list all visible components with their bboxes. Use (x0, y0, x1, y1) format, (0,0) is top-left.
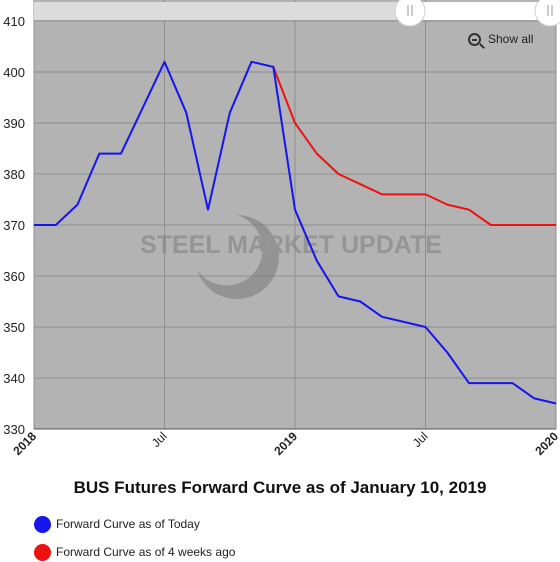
scrollbar-track (34, 2, 410, 20)
scrollbar-handle-circle (394, 0, 426, 27)
legend-label: Forward Curve as of 4 weeks ago (56, 545, 236, 559)
chart-title: BUS Futures Forward Curve as of January … (73, 478, 487, 497)
watermark-swoosh-icon (197, 215, 279, 299)
series-line-4-weeks-ago (272, 66, 556, 226)
grid-lines (33, 0, 557, 430)
series-lines (34, 60, 557, 405)
watermark: STEEL MARKET UPDATE (140, 215, 442, 299)
x-tick-label: Jul (410, 429, 431, 450)
y-tick-label: 330 (3, 422, 25, 437)
legend-label: Forward Curve as of Today (56, 517, 200, 531)
legend-dot-icon (34, 543, 51, 561)
y-tick-label: 340 (3, 371, 25, 386)
y-tick-label: 400 (3, 65, 25, 80)
zoom-out-icon (468, 32, 481, 46)
y-axis: 330 340 350 360 370 380 390 400 410 (3, 14, 25, 437)
scrollbar-selected-range (410, 2, 550, 20)
x-tick-label: 2019 (271, 429, 300, 458)
series-line-today (34, 60, 557, 405)
x-axis: 2018 Jul 2019 Jul 2020 (10, 428, 560, 458)
y-tick-label: 350 (3, 320, 25, 335)
y-tick-label: 360 (3, 269, 25, 284)
legend-dot-icon (34, 515, 51, 533)
y-tick-label: 390 (3, 116, 25, 131)
y-tick-label: 410 (3, 14, 25, 29)
legend-item-4-weeks-ago[interactable]: Forward Curve as of 4 weeks ago (34, 543, 334, 561)
y-tick-label: 380 (3, 167, 25, 182)
show-all-label: Show all (488, 32, 534, 46)
legend-item-today[interactable]: Forward Curve as of Today (34, 515, 334, 533)
watermark-logo: STEEL MARKET UPDATE (140, 215, 442, 299)
watermark-text: STEEL MARKET UPDATE (140, 231, 442, 259)
range-scrollbar[interactable] (34, 0, 560, 27)
scrollbar-handle[interactable] (534, 0, 560, 27)
x-tick-label: 2020 (532, 429, 560, 458)
show-all-button[interactable]: Show all (468, 29, 533, 49)
scrollbar-handle[interactable] (394, 0, 426, 27)
y-tick-label: 370 (3, 218, 25, 233)
x-tick-label: Jul (149, 429, 170, 450)
